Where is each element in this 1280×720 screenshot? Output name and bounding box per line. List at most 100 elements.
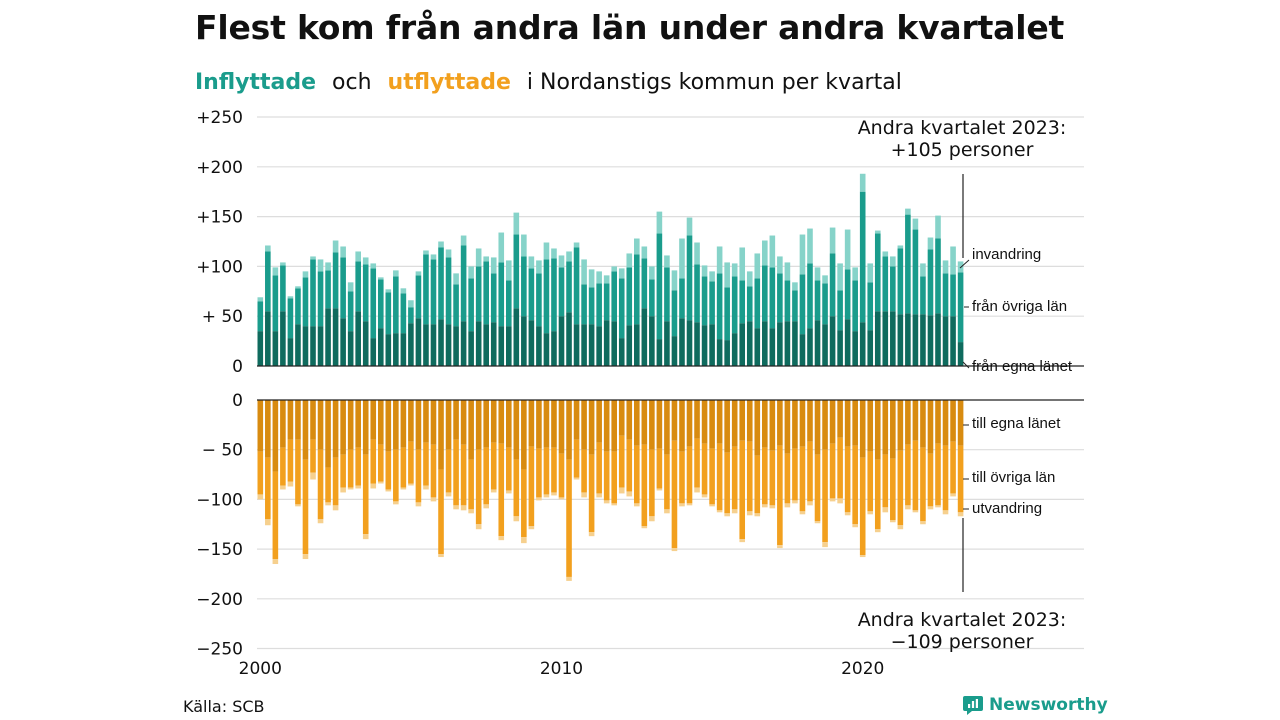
bar-segment — [701, 325, 708, 366]
bar-segment — [581, 492, 587, 498]
bar-segment — [551, 400, 557, 448]
bar-segment — [475, 266, 482, 322]
bar-segment — [287, 338, 294, 366]
bar-segment — [317, 519, 324, 524]
bar-segment — [265, 519, 271, 526]
bar-segment — [890, 311, 896, 366]
bar-segment — [626, 267, 633, 326]
bar-segment — [694, 264, 700, 323]
bar-segment — [897, 248, 904, 315]
bar-segment — [799, 511, 806, 515]
bar-segment — [618, 487, 625, 494]
bar-segment — [513, 212, 520, 235]
bar-segment — [573, 242, 580, 248]
bar-segment — [445, 400, 452, 450]
bar-segment — [393, 333, 399, 366]
bar-segment — [513, 459, 520, 517]
bar-segment — [890, 266, 896, 312]
bar-segment — [792, 321, 798, 366]
bar-segment — [445, 324, 452, 366]
bar-segment — [377, 279, 384, 329]
bar-segment — [340, 400, 346, 455]
bar-segment — [746, 286, 753, 322]
bar-segment — [626, 439, 633, 492]
bar-segment — [317, 326, 324, 366]
bar-segment — [927, 249, 934, 316]
bar-segment — [317, 259, 324, 272]
bar-segment — [777, 545, 783, 549]
bar-segment — [468, 266, 474, 279]
bar-segment — [641, 400, 648, 445]
bar-segment — [370, 263, 377, 269]
bar-segment — [618, 435, 625, 488]
bar-segment — [362, 534, 369, 540]
bar-segment — [686, 503, 693, 506]
bar-segment — [453, 326, 459, 366]
bar-segment — [656, 211, 663, 234]
bar-segment — [596, 326, 602, 366]
bar-segment — [317, 400, 324, 450]
series-label-out-2: utvandring — [972, 500, 1042, 517]
bar-segment — [890, 400, 896, 459]
bar-segment — [377, 444, 384, 482]
bar-segment — [792, 400, 798, 449]
bar-segment — [694, 242, 700, 265]
bar-segment — [415, 400, 422, 450]
bar-segment — [739, 400, 746, 441]
bar-segment — [347, 449, 354, 488]
bar-segment — [287, 298, 294, 339]
bar-segment — [844, 512, 851, 516]
bar-segment — [882, 400, 889, 455]
bar-segment — [536, 448, 542, 498]
bar-segment — [731, 276, 738, 334]
bar-segment — [935, 443, 941, 506]
bar-segment — [739, 280, 746, 324]
bar-segment — [942, 510, 949, 515]
bar-segment — [460, 505, 467, 511]
bar-segment — [762, 240, 768, 266]
bar-segment — [852, 331, 858, 366]
bar-segment — [716, 510, 723, 513]
bar-segment — [649, 400, 655, 450]
bar-segment — [762, 321, 768, 366]
bar-segment — [596, 283, 602, 327]
x-tick-label: 2020 — [841, 659, 884, 679]
bar-segment — [332, 252, 339, 309]
bar-segment — [430, 259, 437, 325]
bar-segment — [483, 447, 489, 505]
y-tick-label: −150 — [196, 540, 243, 560]
bar-segment — [302, 326, 309, 366]
y-tick-label: +150 — [196, 208, 243, 228]
bar-segment — [874, 529, 881, 533]
bar-segment — [942, 260, 949, 274]
bar-segment — [362, 321, 369, 366]
y-tick-label: +100 — [196, 257, 243, 277]
bar-segment — [445, 449, 452, 493]
bar-segment — [634, 400, 640, 446]
bar-segment — [445, 249, 452, 258]
bar-segment — [897, 314, 904, 366]
bar-segment — [927, 506, 934, 510]
bar-segment — [287, 481, 294, 487]
bar-segment — [874, 233, 881, 312]
bar-segment — [709, 271, 715, 282]
bar-segment — [377, 328, 384, 366]
bar-segment — [634, 324, 640, 366]
bar-segment — [603, 283, 610, 321]
bar-segment — [295, 324, 301, 366]
bar-segment — [814, 320, 821, 366]
bar-segment — [927, 400, 934, 454]
bar-segment — [423, 485, 429, 490]
bar-segment — [460, 245, 467, 322]
bar-segment — [807, 328, 813, 366]
bar-segment — [920, 521, 926, 525]
annotation-bottom-line2: −109 personer — [891, 631, 1034, 653]
migration-chart: +250 +200 +150 +100 + 50 0 0 − 50 −100 −150 −200 −2… — [196, 108, 1084, 679]
bar-segment — [536, 400, 542, 449]
bar-segment — [957, 342, 964, 366]
bar-segment — [634, 254, 640, 325]
bar-segment — [656, 488, 663, 491]
bar-segment — [408, 323, 414, 366]
bar-segment — [686, 400, 693, 447]
bar-segment — [257, 494, 264, 500]
